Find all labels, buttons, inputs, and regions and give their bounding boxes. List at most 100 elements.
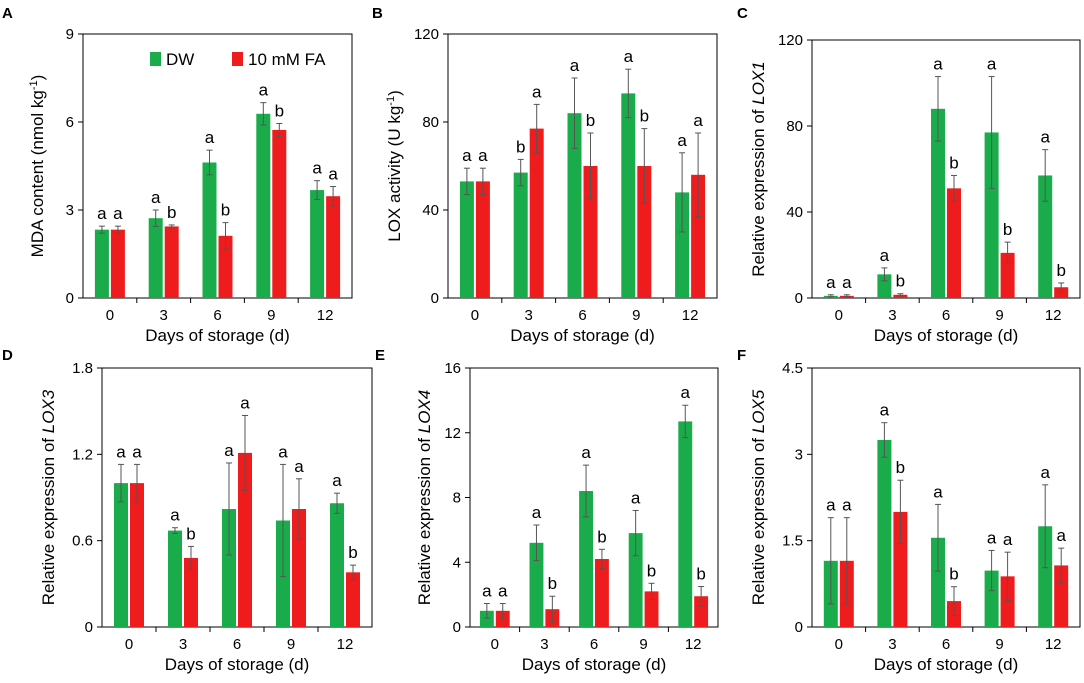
x-tick-label: 0 (471, 307, 479, 324)
bar-fa (893, 511, 908, 627)
significance-label: a (332, 471, 342, 490)
bar-dw (310, 190, 325, 298)
significance-label: a (880, 246, 890, 265)
y-tick-label: 4.5 (782, 360, 803, 377)
bar-fa (1000, 576, 1015, 627)
x-tick-label: 3 (179, 636, 187, 653)
x-tick-label: 0 (491, 636, 499, 653)
x-tick-label: 12 (1045, 307, 1062, 324)
bar-fa (1054, 287, 1069, 298)
significance-label: a (278, 442, 288, 461)
significance-label: a (624, 47, 634, 66)
bar-dw (1038, 175, 1053, 298)
y-tick-label: 3 (795, 446, 803, 463)
significance-label: a (681, 383, 691, 402)
significance-label: a (987, 55, 997, 74)
significance-label: a (1003, 530, 1013, 549)
y-tick-label: 0 (431, 290, 439, 307)
y-tick-label: 0 (453, 619, 461, 636)
significance-label: b (586, 111, 595, 130)
y-tick-label: 0 (795, 290, 803, 307)
y-tick-label: 9 (66, 26, 74, 43)
x-axis-title: Days of storage (d) (165, 655, 310, 674)
y-tick-label: 120 (414, 26, 439, 43)
significance-label: b (275, 101, 284, 120)
bar-fa (947, 188, 961, 298)
x-tick-label: 3 (888, 636, 896, 653)
bar-dw (931, 108, 945, 298)
bar-fa (475, 181, 490, 298)
bar-fa (218, 235, 233, 298)
bar-dw (621, 93, 636, 299)
x-tick-label: 6 (578, 307, 586, 324)
significance-label: a (631, 488, 641, 507)
y-tick-label: 3 (66, 202, 74, 219)
significance-label: a (842, 273, 852, 292)
bar-dw (202, 162, 217, 298)
bar-dw (1038, 526, 1053, 627)
legend-label-dw: DW (166, 50, 194, 69)
bar-fa (495, 610, 510, 627)
significance-label: a (532, 82, 542, 101)
y-tick-label: 40 (422, 202, 439, 219)
significance-label: a (259, 81, 269, 100)
panel-letter: C (737, 5, 748, 22)
significance-label: b (1056, 261, 1065, 280)
legend-swatch-fa (232, 52, 243, 66)
x-tick-label: 12 (1045, 636, 1062, 653)
legend-swatch-dw (150, 52, 161, 66)
x-tick-label: 3 (525, 307, 533, 324)
bar-dw (330, 503, 344, 627)
bar-fa (893, 294, 908, 298)
x-tick-label: 6 (233, 636, 241, 653)
plot-frame (447, 33, 718, 299)
y-tick-label: 0 (66, 290, 74, 307)
bar-fa (164, 226, 179, 298)
x-axis-title: Days of storage (d) (522, 655, 667, 674)
panel-letter: F (737, 347, 746, 364)
y-tick-label: 12 (444, 425, 461, 442)
significance-label: b (1003, 220, 1012, 239)
significance-label: a (677, 131, 687, 150)
y-axis-title: MDA content (nmol kg-1) (28, 75, 47, 258)
significance-label: a (880, 401, 890, 420)
y-axis-title: Relative expression of LOX4 (415, 390, 434, 605)
y-tick-label: 0 (85, 619, 93, 636)
bar-dw (675, 192, 690, 298)
significance-label: b (896, 272, 905, 291)
significance-label: b (348, 543, 357, 562)
bar-fa (326, 196, 341, 298)
y-tick-label: 1.2 (72, 446, 93, 463)
significance-label: a (482, 582, 492, 601)
bar-dw (628, 533, 643, 627)
bar-dw (479, 610, 494, 627)
bar-dw (877, 439, 892, 627)
bar-fa (637, 166, 652, 298)
bar-dw (513, 172, 528, 298)
significance-label: a (97, 204, 107, 223)
significance-label: b (186, 524, 195, 543)
significance-label: a (933, 55, 943, 74)
significance-label: a (240, 393, 250, 412)
x-tick-label: 9 (995, 307, 1003, 324)
x-tick-label: 9 (995, 636, 1003, 653)
x-tick-label: 12 (317, 307, 334, 324)
bar-fa (644, 591, 659, 627)
x-axis-title: Days of storage (d) (874, 655, 1019, 674)
significance-label: b (597, 527, 606, 546)
bar-fa (595, 559, 609, 627)
x-tick-label: 9 (287, 636, 295, 653)
significance-label: a (933, 482, 943, 501)
y-tick-label: 4 (453, 554, 461, 571)
bar-dw (984, 570, 999, 627)
bar-fa (1000, 252, 1015, 298)
x-tick-label: 12 (337, 636, 354, 653)
significance-label: a (581, 443, 591, 462)
significance-label: a (224, 441, 234, 460)
panel-letter: A (2, 5, 13, 22)
bar-dw (256, 113, 271, 298)
y-tick-label: 120 (778, 32, 803, 49)
